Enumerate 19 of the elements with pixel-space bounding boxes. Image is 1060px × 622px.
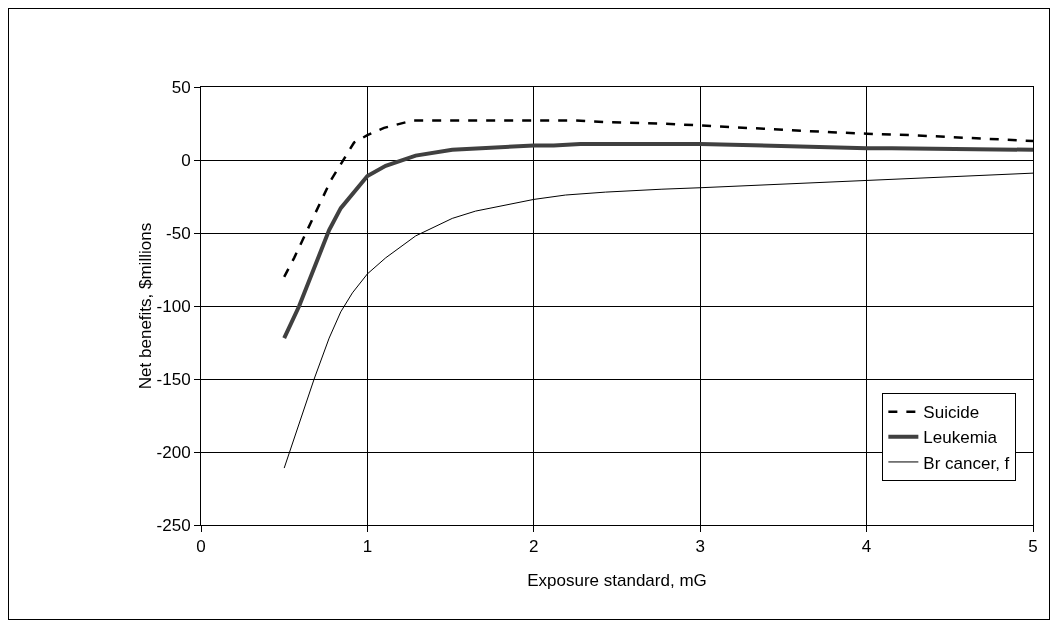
x-tick-label: 2 bbox=[529, 537, 539, 557]
y-axis-title: Net benefits, $millions bbox=[135, 222, 155, 390]
x-tick-label: 5 bbox=[1028, 537, 1038, 557]
y-tick-label: -250 bbox=[156, 515, 191, 535]
y-tick-label: -200 bbox=[156, 442, 191, 462]
legend-label: Leukemia bbox=[923, 428, 998, 448]
y-tick-label: -50 bbox=[166, 223, 191, 243]
x-tick-label: 1 bbox=[362, 537, 373, 557]
y-tick-label: -100 bbox=[156, 296, 191, 316]
x-axis-title: Exposure standard, mG bbox=[527, 571, 707, 590]
x-tick-label: 0 bbox=[196, 537, 206, 557]
x-tick-label: 3 bbox=[695, 537, 705, 557]
y-tick-label: -150 bbox=[156, 369, 191, 389]
y-tick-label: 50 bbox=[171, 77, 191, 97]
legend-label: Suicide bbox=[923, 403, 980, 423]
y-tick-label: 0 bbox=[181, 150, 191, 170]
legend-label: Br cancer, f bbox=[923, 453, 1010, 473]
x-tick-label: 4 bbox=[861, 537, 872, 557]
line-series bbox=[282, 141, 1033, 341]
